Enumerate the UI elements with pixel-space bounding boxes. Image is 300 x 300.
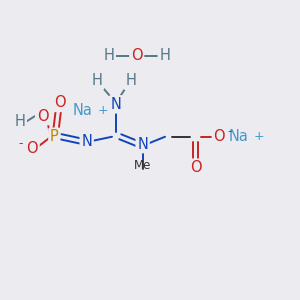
Text: H: H xyxy=(103,48,114,63)
Text: H: H xyxy=(92,73,102,88)
Text: O: O xyxy=(213,129,225,144)
Text: Na: Na xyxy=(72,103,92,118)
Text: O: O xyxy=(26,141,38,156)
Text: +: + xyxy=(254,130,264,143)
Text: +: + xyxy=(98,104,108,117)
Text: N: N xyxy=(137,136,148,152)
Text: -: - xyxy=(19,137,23,150)
Text: O: O xyxy=(190,160,202,175)
Text: -: - xyxy=(227,125,232,138)
Text: H: H xyxy=(125,73,136,88)
Text: H: H xyxy=(14,114,25,129)
Text: Me: Me xyxy=(134,159,151,172)
Text: N: N xyxy=(81,134,92,149)
Text: O: O xyxy=(131,48,142,63)
Text: P: P xyxy=(50,129,59,144)
Text: Na: Na xyxy=(228,129,248,144)
Text: O: O xyxy=(54,95,66,110)
Text: N: N xyxy=(111,97,122,112)
Text: H: H xyxy=(159,48,170,63)
Text: O: O xyxy=(37,109,48,124)
